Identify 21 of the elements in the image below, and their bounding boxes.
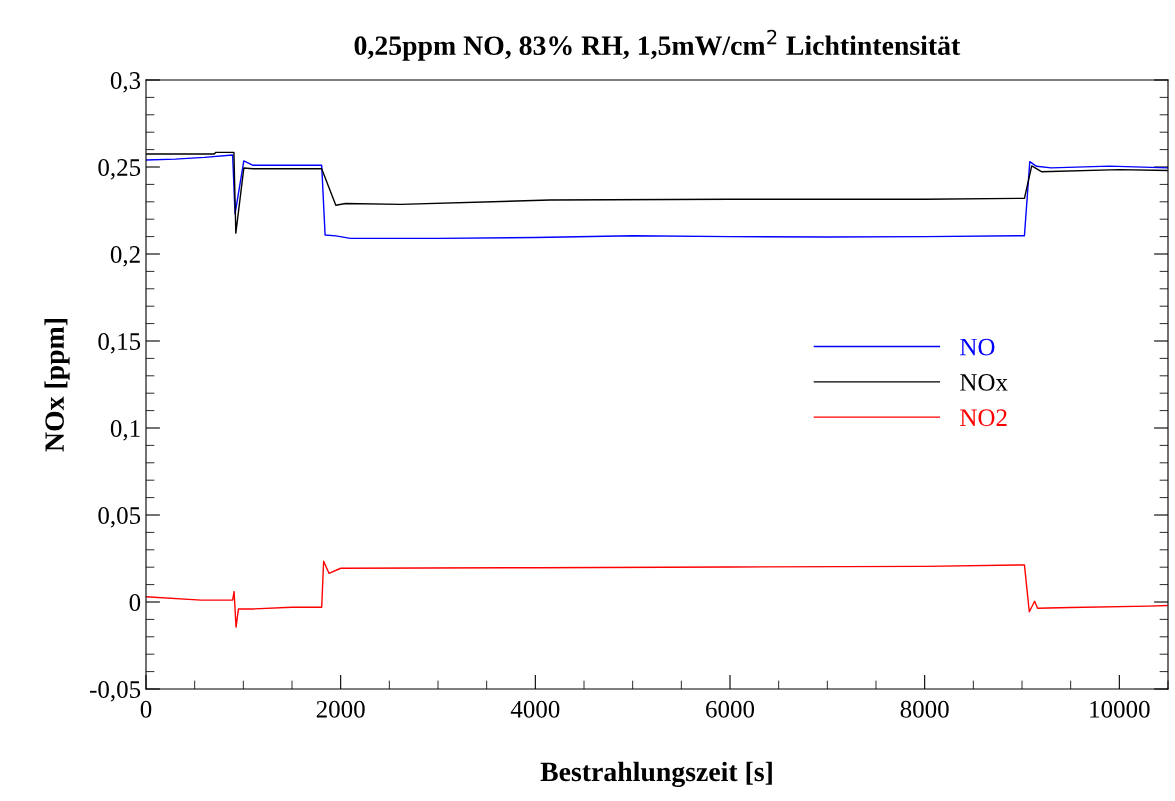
x-tick-label: 4000: [510, 700, 560, 718]
y-axis-title: NOx [ppm]: [44, 319, 70, 452]
chart-title: 0,25ppm NO, 83% RH, 1,5mW/cm$^{2}$ Lichtintensität: [354, 29, 961, 61]
x-axis-title: Bestrahlungszeit [s]: [540, 761, 772, 788]
legend-label: NOx: [960, 374, 1008, 391]
y-tick-label: 0,25: [98, 159, 141, 180]
line-series: [146, 560, 1168, 628]
x-tick-label: 6000: [706, 700, 755, 718]
x-tick-label: 8000: [900, 700, 949, 718]
y-tick-label: 0,15: [98, 333, 141, 354]
legend-label: NO2: [960, 409, 1007, 427]
y-tick-label: 0,1: [110, 420, 140, 441]
x-tick-label: 10000: [1090, 700, 1150, 718]
x-tick-label: 0: [140, 700, 152, 718]
x-tick-label: 2000: [316, 700, 365, 718]
y-tick-label: 0,3: [110, 72, 141, 93]
y-tick-label: 0: [129, 594, 141, 611]
y-tick-label: 0,05: [98, 507, 141, 528]
y-tick-label: -0,05: [89, 681, 141, 702]
legend-label: NO: [960, 338, 995, 356]
y-tick-label: 0,2: [110, 246, 140, 267]
